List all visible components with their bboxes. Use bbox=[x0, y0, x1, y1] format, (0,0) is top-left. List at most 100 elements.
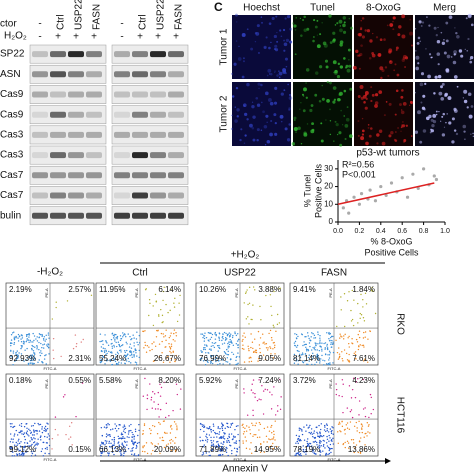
micrograph-speck bbox=[280, 35, 283, 38]
event-dot bbox=[252, 409, 254, 412]
event-dot bbox=[201, 333, 204, 335]
event-dot bbox=[176, 428, 178, 431]
event-dot bbox=[102, 441, 104, 444]
event-dot bbox=[66, 300, 69, 302]
micrograph-speck bbox=[322, 41, 327, 46]
blot-row-label: Cas9 bbox=[0, 89, 24, 100]
event-dot bbox=[305, 450, 308, 453]
event-dot bbox=[40, 342, 42, 345]
micrograph-speck bbox=[325, 119, 327, 121]
micrograph-speck bbox=[246, 118, 249, 121]
event-dot bbox=[352, 377, 355, 380]
event-dot bbox=[18, 442, 21, 445]
event-dot bbox=[12, 438, 14, 440]
event-dot bbox=[20, 344, 23, 347]
event-dot bbox=[357, 378, 359, 380]
event-dot bbox=[15, 441, 17, 444]
event-dot bbox=[21, 433, 23, 435]
event-dot bbox=[301, 433, 304, 436]
event-dot bbox=[123, 448, 125, 451]
event-dot bbox=[22, 340, 25, 343]
event-dot bbox=[313, 430, 316, 432]
event-dot bbox=[138, 349, 140, 352]
event-dot bbox=[298, 451, 300, 454]
event-dot bbox=[20, 340, 23, 343]
event-dot bbox=[30, 356, 33, 359]
micrograph-speck bbox=[440, 85, 443, 89]
micrograph-speck bbox=[238, 45, 240, 47]
event-dot bbox=[80, 341, 82, 343]
event-dot bbox=[269, 347, 272, 349]
event-dot bbox=[114, 358, 117, 360]
micrograph-speck bbox=[306, 123, 309, 125]
event-dot bbox=[330, 342, 332, 344]
event-dot bbox=[307, 348, 309, 351]
micrograph-speck bbox=[346, 106, 349, 109]
micrograph-speck bbox=[278, 70, 280, 72]
event-dot bbox=[342, 338, 345, 340]
event-dot bbox=[10, 425, 12, 428]
micrograph-speck bbox=[329, 120, 332, 122]
event-dot bbox=[123, 424, 126, 426]
event-dot bbox=[164, 335, 167, 337]
micrograph-speck bbox=[342, 23, 346, 28]
event-dot bbox=[120, 349, 122, 351]
event-dot bbox=[348, 342, 350, 345]
event-dot bbox=[114, 338, 116, 340]
imaging-row-label: Tumor 1 bbox=[219, 28, 230, 65]
event-dot bbox=[218, 360, 220, 362]
event-dot bbox=[157, 403, 160, 406]
micrograph-speck bbox=[388, 134, 392, 138]
event-dot bbox=[298, 429, 301, 431]
cell-line-label: HCT116 bbox=[394, 397, 405, 434]
event-dot bbox=[222, 338, 224, 340]
event-dot bbox=[356, 427, 358, 429]
event-dot bbox=[161, 352, 163, 354]
micrograph-speck bbox=[336, 74, 341, 79]
micrograph-speck bbox=[235, 86, 239, 90]
event-dot bbox=[48, 435, 50, 437]
event-dot bbox=[168, 343, 170, 345]
event-dot bbox=[126, 343, 128, 345]
flow-x-axis: FITC-A bbox=[328, 366, 341, 371]
blot-lane-label: FASN bbox=[92, 4, 103, 30]
micrograph-speck bbox=[271, 16, 275, 21]
event-dot bbox=[230, 445, 232, 447]
event-dot bbox=[231, 342, 233, 344]
micrograph-speck bbox=[293, 24, 297, 28]
event-dot bbox=[328, 331, 330, 334]
event-dot bbox=[144, 377, 146, 380]
event-dot bbox=[169, 439, 171, 442]
event-dot bbox=[222, 443, 224, 445]
micrograph-speck bbox=[291, 142, 296, 146]
event-dot bbox=[130, 351, 133, 353]
micrograph-speck bbox=[409, 100, 413, 104]
event-dot bbox=[146, 452, 149, 455]
event-dot bbox=[149, 349, 151, 352]
micrograph-speck bbox=[242, 103, 247, 108]
quadrant-percent: 71.89% bbox=[199, 445, 226, 454]
micrograph-speck bbox=[400, 110, 405, 115]
micrograph-speck bbox=[276, 32, 278, 34]
event-dot bbox=[358, 346, 360, 348]
event-dot bbox=[135, 352, 137, 354]
event-dot bbox=[331, 447, 333, 450]
event-dot bbox=[17, 333, 20, 336]
event-dot bbox=[31, 443, 33, 446]
event-dot bbox=[172, 350, 174, 352]
blot-lane-label: Ctrl bbox=[138, 14, 149, 30]
micrograph-speck bbox=[329, 133, 332, 136]
event-dot bbox=[32, 362, 34, 364]
event-dot bbox=[319, 439, 321, 442]
event-dot bbox=[270, 426, 272, 428]
event-dot bbox=[367, 338, 369, 340]
blot-h2o2-mark: + bbox=[155, 32, 161, 43]
micrograph-speck bbox=[369, 39, 373, 43]
event-dot bbox=[29, 429, 31, 432]
micrograph-speck bbox=[244, 134, 247, 137]
micrograph-speck bbox=[422, 129, 427, 133]
micrograph-speck bbox=[249, 123, 253, 128]
event-dot bbox=[355, 338, 358, 341]
event-dot bbox=[259, 347, 261, 350]
micrograph-speck bbox=[334, 71, 338, 75]
